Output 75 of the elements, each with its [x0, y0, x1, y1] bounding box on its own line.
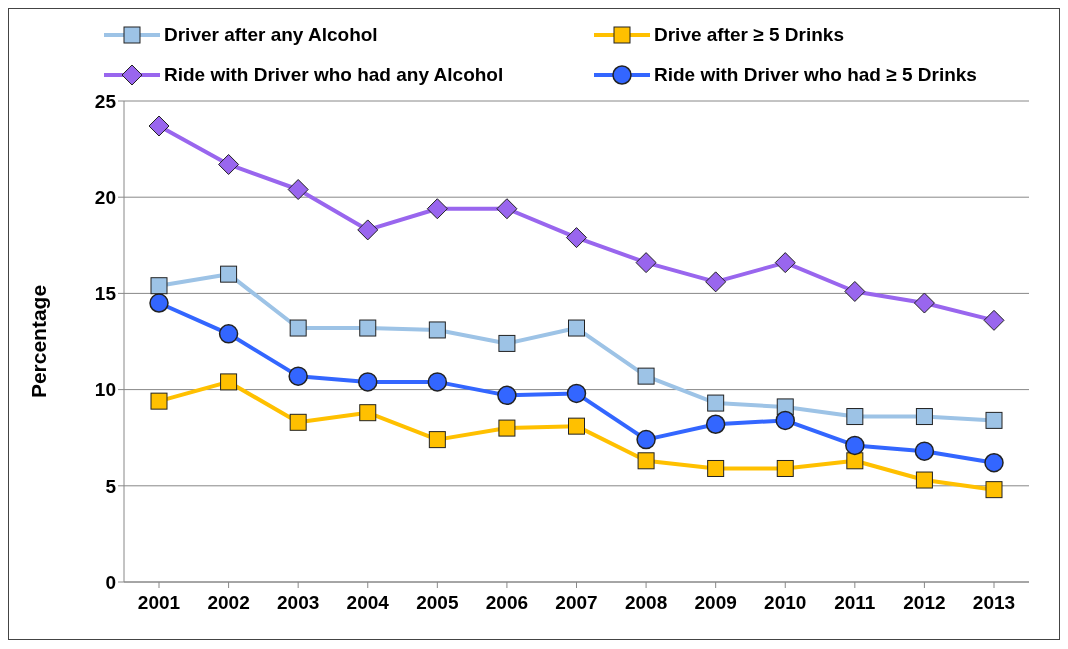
legend-label: Drive after ≥ 5 Drinks — [654, 24, 844, 46]
point — [428, 431, 446, 449]
x-tick-label: 2007 — [555, 592, 598, 614]
point — [775, 410, 795, 431]
point — [148, 115, 170, 137]
point — [150, 277, 168, 295]
point — [913, 292, 935, 314]
legend-label: Driver after any Alcohol — [164, 24, 378, 46]
point — [496, 198, 518, 220]
point — [637, 367, 655, 385]
point — [287, 179, 309, 200]
point — [358, 372, 378, 392]
y-tick-label: 10 — [94, 379, 116, 401]
point — [707, 459, 725, 477]
point — [218, 153, 240, 175]
point — [914, 441, 935, 461]
x-tick-label: 2011 — [834, 592, 876, 614]
point — [568, 417, 585, 435]
point — [984, 452, 1004, 473]
point — [498, 419, 516, 437]
point — [705, 414, 726, 434]
point — [635, 252, 657, 274]
y-tick-label: 15 — [94, 283, 117, 305]
point — [846, 452, 864, 470]
point — [846, 408, 864, 426]
legend-label: Ride with Driver who had any Alcohol — [164, 64, 504, 86]
x-tick-label: 2002 — [207, 592, 250, 614]
point — [985, 411, 1003, 429]
point — [915, 471, 933, 489]
x-tick-label: 2013 — [972, 592, 1016, 614]
point — [845, 435, 865, 456]
point — [636, 429, 656, 450]
point — [566, 227, 587, 249]
point — [149, 293, 169, 313]
point — [705, 271, 727, 293]
point — [568, 319, 585, 337]
legend-label: Ride with Driver who had ≥ 5 Drinks — [654, 64, 977, 86]
x-tick-label: 2004 — [346, 592, 390, 614]
point — [218, 324, 239, 344]
point — [426, 198, 448, 220]
x-tick-label: 2012 — [903, 592, 946, 614]
point — [428, 321, 446, 339]
point — [359, 404, 377, 422]
x-tick-label: 2008 — [624, 592, 668, 614]
point — [566, 383, 587, 404]
point — [220, 373, 238, 391]
x-tick-label: 2006 — [485, 592, 529, 614]
point — [359, 319, 377, 337]
point — [357, 219, 379, 241]
point — [498, 334, 516, 352]
point — [220, 265, 238, 283]
y-axis-title: Percentage — [27, 284, 51, 399]
point — [150, 392, 168, 410]
x-tick-label: 2005 — [416, 592, 459, 614]
x-tick-label: 2003 — [277, 592, 320, 614]
point — [915, 408, 933, 426]
point — [427, 372, 448, 392]
x-tick-label: 2001 — [137, 592, 181, 614]
point — [289, 413, 307, 431]
point — [983, 309, 1005, 331]
y-tick-label: 25 — [94, 90, 117, 112]
point — [289, 319, 307, 337]
point — [707, 394, 725, 412]
y-tick-label: 20 — [94, 186, 116, 208]
point — [844, 280, 866, 302]
point — [288, 366, 308, 386]
y-tick-label: 5 — [105, 475, 117, 497]
point — [774, 252, 796, 274]
x-tick-label: 2010 — [764, 592, 807, 614]
x-tick-label: 2009 — [694, 592, 737, 614]
point — [637, 452, 655, 470]
point — [497, 385, 517, 406]
y-tick-label: 0 — [105, 571, 116, 593]
point — [985, 481, 1003, 499]
point — [776, 459, 794, 477]
